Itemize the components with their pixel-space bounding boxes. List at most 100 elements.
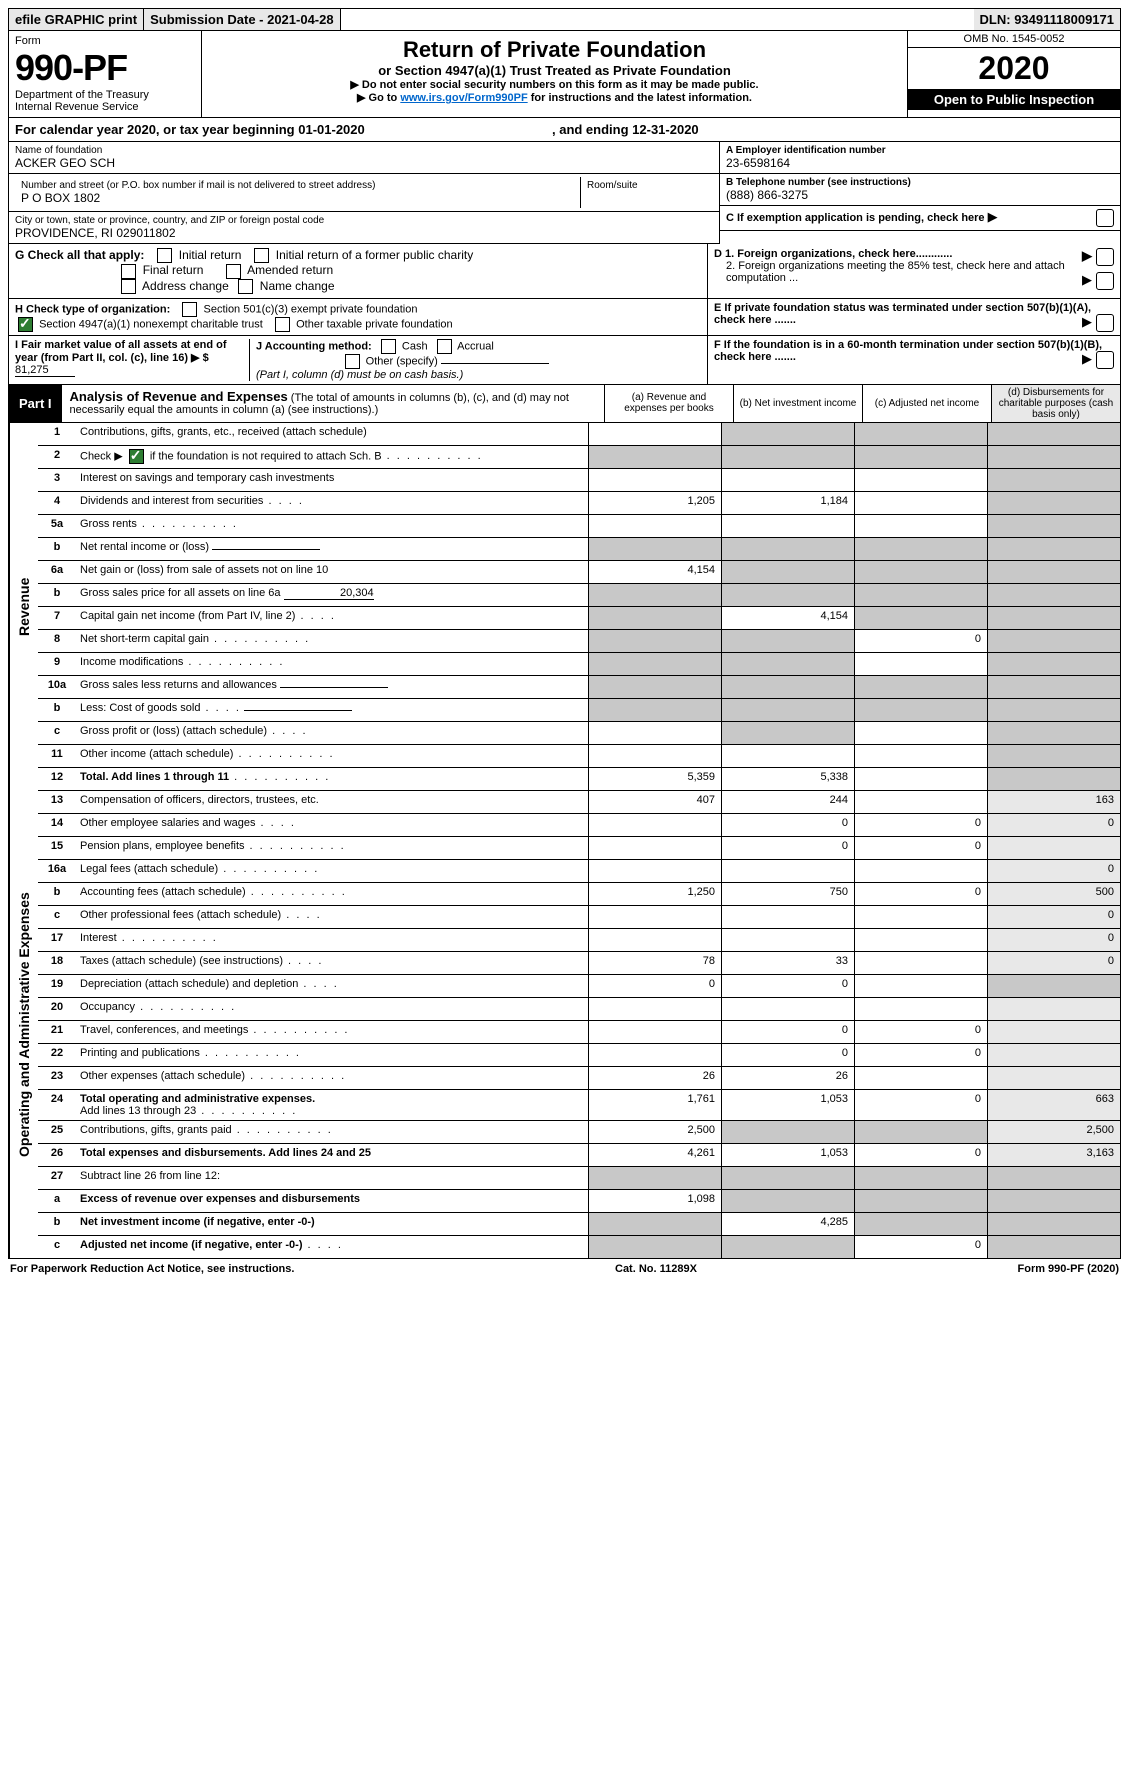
cogs-box xyxy=(244,710,352,711)
f-checkbox[interactable] xyxy=(1096,351,1114,369)
form-title: Return of Private Foundation xyxy=(208,37,901,63)
addr-value: P O BOX 1802 xyxy=(21,191,574,205)
g-block: G Check all that apply: Initial return I… xyxy=(9,244,707,298)
ein-cell: A Employer identification number 23-6598… xyxy=(720,142,1120,174)
f-label: F If the foundation is in a 60-month ter… xyxy=(714,339,1102,363)
cb-sch-b[interactable] xyxy=(129,449,144,464)
form-header: Form 990-PF Department of the Treasury I… xyxy=(8,31,1121,118)
cb-accrual[interactable] xyxy=(437,339,452,354)
g-d-section: G Check all that apply: Initial return I… xyxy=(8,244,1121,299)
dln: DLN: 93491118009171 xyxy=(974,9,1120,30)
row-27b: bNet investment income (if negative, ent… xyxy=(38,1213,1120,1236)
cb-501c3[interactable] xyxy=(182,302,197,317)
row-17: 17Interest0 xyxy=(38,929,1120,952)
row-10c: cGross profit or (loss) (attach schedule… xyxy=(38,722,1120,745)
row-24: 24Total operating and administrative exp… xyxy=(38,1090,1120,1121)
cb-4947[interactable] xyxy=(18,317,33,332)
row-6a: 6aNet gain or (loss) from sale of assets… xyxy=(38,561,1120,584)
col-a-header: (a) Revenue and expenses per books xyxy=(604,385,733,422)
cb-other-taxable[interactable] xyxy=(275,317,290,332)
footer-right: Form 990-PF (2020) xyxy=(1018,1263,1119,1275)
c-checkbox[interactable] xyxy=(1096,209,1114,227)
row-3: 3Interest on savings and temporary cash … xyxy=(38,469,1120,492)
row-11: 11Other income (attach schedule) xyxy=(38,745,1120,768)
row-27c: cAdjusted net income (if negative, enter… xyxy=(38,1236,1120,1258)
e-label: E If private foundation status was termi… xyxy=(714,302,1091,326)
d1-checkbox[interactable] xyxy=(1096,248,1114,266)
f-block: F If the foundation is in a 60-month ter… xyxy=(707,336,1120,384)
part1-title: Analysis of Revenue and Expenses xyxy=(70,389,288,404)
gross-sales-box xyxy=(280,687,388,688)
row-20: 20Occupancy xyxy=(38,998,1120,1021)
row-5b: bNet rental income or (loss) xyxy=(38,538,1120,561)
city-cell: City or town, state or province, country… xyxy=(9,212,719,244)
d-block: D 1. Foreign organizations, check here..… xyxy=(707,244,1120,298)
instr2-post: for instructions and the latest informat… xyxy=(528,92,752,104)
cb-other-method[interactable] xyxy=(345,354,360,369)
row-14: 14Other employee salaries and wages000 xyxy=(38,814,1120,837)
h-label: H Check type of organization: xyxy=(15,303,170,315)
d2-checkbox[interactable] xyxy=(1096,272,1114,290)
i-j-block: I Fair market value of all assets at end… xyxy=(9,336,707,384)
row-5a: 5aGross rents xyxy=(38,515,1120,538)
efile-label: efile GRAPHIC print xyxy=(9,9,144,30)
h-e-row: H Check type of organization: Section 50… xyxy=(8,299,1121,336)
row-2: 2Check ▶ if the foundation is not requir… xyxy=(38,446,1120,469)
i-value: 81,275 xyxy=(15,364,75,377)
g-label: G Check all that apply: xyxy=(15,248,144,262)
info-block: Name of foundation ACKER GEO SCH Number … xyxy=(8,142,1121,244)
row-13: 13Compensation of officers, directors, t… xyxy=(38,791,1120,814)
row-9: 9Income modifications xyxy=(38,653,1120,676)
row-27: 27Subtract line 26 from line 12: xyxy=(38,1167,1120,1190)
cb-initial-former[interactable] xyxy=(254,248,269,263)
row-18: 18Taxes (attach schedule) (see instructi… xyxy=(38,952,1120,975)
open-public: Open to Public Inspection xyxy=(908,89,1120,110)
cb-amended[interactable] xyxy=(226,264,241,279)
page-footer: For Paperwork Reduction Act Notice, see … xyxy=(8,1259,1121,1279)
row-27a: aExcess of revenue over expenses and dis… xyxy=(38,1190,1120,1213)
i-block: I Fair market value of all assets at end… xyxy=(15,339,250,381)
header-right: OMB No. 1545-0052 2020 Open to Public In… xyxy=(907,31,1120,117)
city-value: PROVIDENCE, RI 029011802 xyxy=(15,226,713,240)
cb-cash[interactable] xyxy=(381,339,396,354)
revenue-side-label: Revenue xyxy=(9,423,38,791)
cb-initial[interactable] xyxy=(157,248,172,263)
dept: Department of the Treasury xyxy=(15,89,195,101)
j-accrual: Accrual xyxy=(457,340,494,352)
row-10a: 10aGross sales less returns and allowanc… xyxy=(38,676,1120,699)
gross-sales-value: 20,304 xyxy=(284,587,374,600)
e-checkbox[interactable] xyxy=(1096,314,1114,332)
cb-addr-change[interactable] xyxy=(121,279,136,294)
city-label: City or town, state or province, country… xyxy=(15,215,713,226)
j-other-input[interactable] xyxy=(441,363,549,364)
c-cell: C If exemption application is pending, c… xyxy=(720,206,1120,231)
cal-mid: , and ending xyxy=(552,122,632,137)
expenses-side-label: Operating and Administrative Expenses xyxy=(9,791,38,1258)
i-label: I Fair market value of all assets at end… xyxy=(15,339,227,364)
row-7: 7Capital gain net income (from Part IV, … xyxy=(38,607,1120,630)
footer-mid: Cat. No. 11289X xyxy=(615,1263,697,1275)
row-12: 12Total. Add lines 1 through 115,3595,33… xyxy=(38,768,1120,791)
g-initial: Initial return xyxy=(179,248,242,262)
form-link[interactable]: www.irs.gov/Form990PF xyxy=(400,92,527,104)
cb-final[interactable] xyxy=(121,264,136,279)
h-501c3: Section 501(c)(3) exempt private foundat… xyxy=(203,303,417,315)
tel-cell: B Telephone number (see instructions) (8… xyxy=(720,174,1120,206)
part1-desc: Analysis of Revenue and Expenses (The to… xyxy=(62,385,604,422)
rental-income-box xyxy=(212,549,320,550)
header-center: Return of Private Foundation or Section … xyxy=(202,31,907,117)
row-6b: bGross sales price for all assets on lin… xyxy=(38,584,1120,607)
row-16c: cOther professional fees (attach schedul… xyxy=(38,906,1120,929)
c-label: C If exemption application is pending, c… xyxy=(726,212,985,224)
j-note: (Part I, column (d) must be on cash basi… xyxy=(256,369,463,381)
row-8: 8Net short-term capital gain0 xyxy=(38,630,1120,653)
arrow-icon: ▶ xyxy=(1082,272,1092,288)
footer-left: For Paperwork Reduction Act Notice, see … xyxy=(10,1263,294,1275)
row-21: 21Travel, conferences, and meetings00 xyxy=(38,1021,1120,1044)
col-b-header: (b) Net investment income xyxy=(733,385,862,422)
room-label: Room/suite xyxy=(587,180,707,191)
j-block: J Accounting method: Cash Accrual Other … xyxy=(250,339,701,381)
form-number: 990-PF xyxy=(15,47,195,89)
cb-name-change[interactable] xyxy=(238,279,253,294)
foundation-name-cell: Name of foundation ACKER GEO SCH xyxy=(9,142,719,174)
